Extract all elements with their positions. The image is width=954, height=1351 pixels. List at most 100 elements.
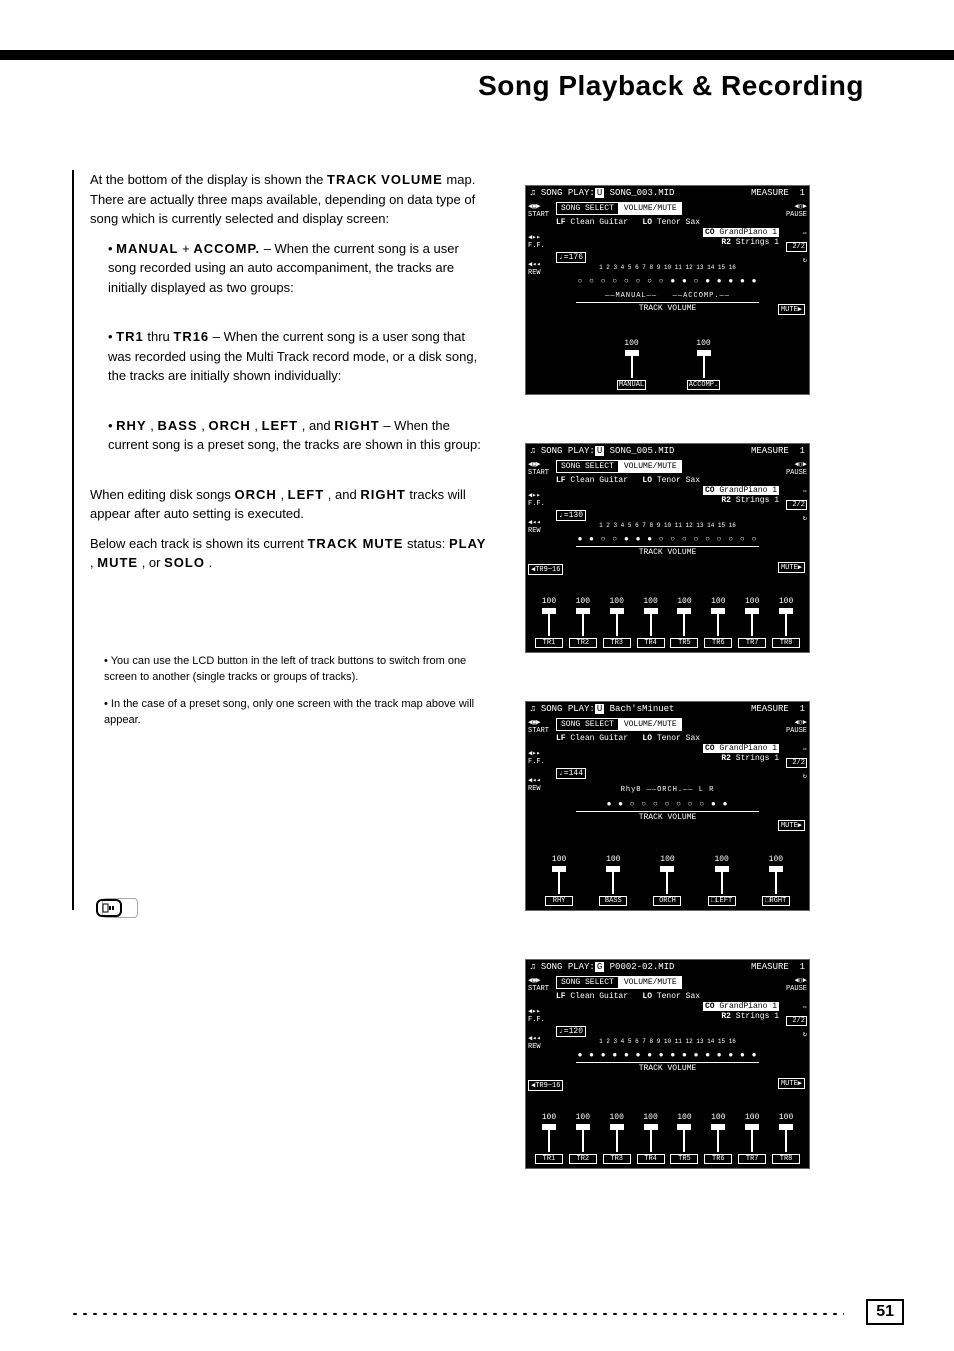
ff-icon: ◀▸▸F.F. xyxy=(528,233,549,250)
slider-value: 100 xyxy=(677,1113,691,1122)
paragraph: At the bottom of the display is shown th… xyxy=(90,170,490,229)
right-transport: ◀▯▶PAUSE ⇨ 2/2 ↻ xyxy=(786,202,807,268)
slider-icon xyxy=(644,608,658,636)
track-slider: 100 TR5 xyxy=(668,597,700,648)
text: , or xyxy=(142,555,164,570)
slider-label: TR3 xyxy=(603,1154,631,1164)
page-number: 51 xyxy=(866,1299,904,1325)
lcd-screenshot: ♫ SONG PLAY:U SONG_003.MID MEASURE 1 ◀▣▶… xyxy=(525,185,810,395)
text: • xyxy=(108,241,116,256)
keyword-tr16: TR16 xyxy=(173,329,209,344)
slider-value: 100 xyxy=(643,1113,657,1122)
measure: MEASURE 1 xyxy=(751,446,805,456)
start-icon: ◀▣▶START xyxy=(528,718,549,735)
slider-icon xyxy=(677,608,691,636)
text: • xyxy=(108,329,116,344)
keyword-tr1: TR1 xyxy=(116,329,144,344)
screenshots-column: ♫ SONG PLAY:U SONG_003.MID MEASURE 1 ◀▣▶… xyxy=(525,185,815,1217)
tab-volume-mute: VOLUME/MUTE xyxy=(619,718,682,731)
tab-song-select: SONG SELECT xyxy=(556,460,619,473)
text: + xyxy=(182,241,193,256)
slider-label: ACCOMP. xyxy=(687,380,720,390)
tabs: SONG SELECTVOLUME/MUTE xyxy=(552,200,809,215)
keyword-track: TRACK xyxy=(327,172,378,187)
track-slider: 100 BASS xyxy=(597,855,629,906)
keyword-bass: BASS xyxy=(157,418,197,433)
tab-song-select: SONG SELECT xyxy=(556,202,619,215)
keyword-trackmute: TRACK MUTE xyxy=(307,536,403,551)
left-transport: ◀▣▶START ◀▸▸F.F. ◀◂◂REW xyxy=(528,460,549,538)
text: , xyxy=(254,418,261,433)
keyword-play: PLAY xyxy=(449,536,486,551)
keyword-volume: VOLUME xyxy=(381,172,443,187)
text: status: xyxy=(407,536,449,551)
track-slider: 100 TR7 xyxy=(736,597,768,648)
voice-area: LF Clean Guitar LO Tenor Sax CO GrandPia… xyxy=(556,992,779,1074)
rew-icon: ◀◂◂REW xyxy=(528,1034,549,1051)
rew-icon: ◀◂◂REW xyxy=(528,518,549,535)
measure: MEASURE 1 xyxy=(751,188,805,198)
voice-area: LF Clean Guitar LO Tenor Sax CO GrandPia… xyxy=(556,734,779,823)
track-volume-label: TRACK VOLUME xyxy=(576,1062,759,1073)
tab-song-select: SONG SELECT xyxy=(556,976,619,989)
paragraph: Below each track is shown its current TR… xyxy=(90,534,490,573)
slider-icon xyxy=(610,1124,624,1152)
track-slider: 100 TR6 xyxy=(702,1113,734,1164)
slider-value: 100 xyxy=(677,597,691,606)
song-name: Bach'sMinuet xyxy=(610,704,675,714)
slider-value: 100 xyxy=(779,1113,793,1122)
note: • In the case of a preset song, only one… xyxy=(104,696,490,729)
disk-icon: G xyxy=(595,962,604,972)
ff-icon: ◀▸▸F.F. xyxy=(528,491,549,508)
slider-value: 100 xyxy=(552,855,566,864)
loop-icon: ↻ xyxy=(786,772,807,781)
slider-icon xyxy=(576,1124,590,1152)
track-slider: 100 TR8 xyxy=(770,1113,802,1164)
slider-icon xyxy=(644,1124,658,1152)
track-slider: 100 □LEFT xyxy=(706,855,738,906)
slider-value: 100 xyxy=(745,597,759,606)
page-indicator: 2/2 xyxy=(786,758,807,768)
exit-instruction xyxy=(96,898,138,918)
track-numbers: 1 2 3 4 5 6 7 8 9 10 11 12 13 14 15 16 xyxy=(556,264,779,271)
song-name: SONG_003.MID xyxy=(610,188,675,198)
bullet: • RHY , BASS , ORCH , LEFT , and RIGHT –… xyxy=(108,416,490,455)
track-slider: 100 ACCOMP. xyxy=(688,339,720,390)
voice-area: LF Clean Guitar LO Tenor Sax CO GrandPia… xyxy=(556,476,779,558)
slider-label: RHY xyxy=(545,896,573,906)
segment-labels: RhyB ——ORCH.—— L R xyxy=(556,786,779,794)
track-numbers: 1 2 3 4 5 6 7 8 9 10 11 12 13 14 15 16 xyxy=(556,522,779,529)
slider-label: TR5 xyxy=(670,638,698,648)
slider-value: 100 xyxy=(769,855,783,864)
page-indicator: 2/2 xyxy=(786,1016,807,1026)
left-transport: ◀▣▶START ◀▸▸F.F. ◀◂◂REW xyxy=(528,202,549,280)
screen-header: ♫ SONG PLAY:U Bach'sMinuet MEASURE 1 xyxy=(526,702,809,716)
slider-icon xyxy=(711,608,725,636)
track-volume-label: TRACK VOLUME xyxy=(576,811,759,822)
section-title: Song Playback & Recording xyxy=(478,70,864,102)
keyword-right: RIGHT xyxy=(360,487,405,502)
slider-label: TR1 xyxy=(535,1154,563,1164)
tempo: ♩=120 xyxy=(556,1026,586,1037)
disk-icon: U xyxy=(595,704,604,714)
text: . xyxy=(209,555,213,570)
ff-icon: ◀▸▸F.F. xyxy=(528,749,549,766)
track-dots: ● ● ○ ○ ● ● ● ○ ○ ○ ○ ○ ○ ○ ○ ○ xyxy=(556,535,779,544)
slider-value: 100 xyxy=(609,597,623,606)
track-slider: 100 □RGHT xyxy=(760,855,792,906)
slider-label: MANUAL xyxy=(617,380,646,390)
text: Below each track is shown its current xyxy=(90,536,307,551)
slider-label: □LEFT xyxy=(708,896,736,906)
track-slider: 100 TR4 xyxy=(635,1113,667,1164)
note: • You can use the LCD button in the left… xyxy=(104,653,490,686)
slider-label: TR6 xyxy=(704,1154,732,1164)
exit-icon xyxy=(96,899,122,917)
tempo: ♩=144 xyxy=(556,768,586,779)
slider-icon xyxy=(660,866,674,894)
keyword-left: LEFT xyxy=(262,418,299,433)
screen-header: ♫ SONG PLAY:G P0002-02.MID MEASURE 1 xyxy=(526,960,809,974)
keyword-orch: ORCH xyxy=(208,418,250,433)
arrow-icon: ⇨ xyxy=(786,745,807,754)
page-indicator: 2/2 xyxy=(786,500,807,510)
range-toggle: ◀TR9~16 xyxy=(528,1080,563,1091)
